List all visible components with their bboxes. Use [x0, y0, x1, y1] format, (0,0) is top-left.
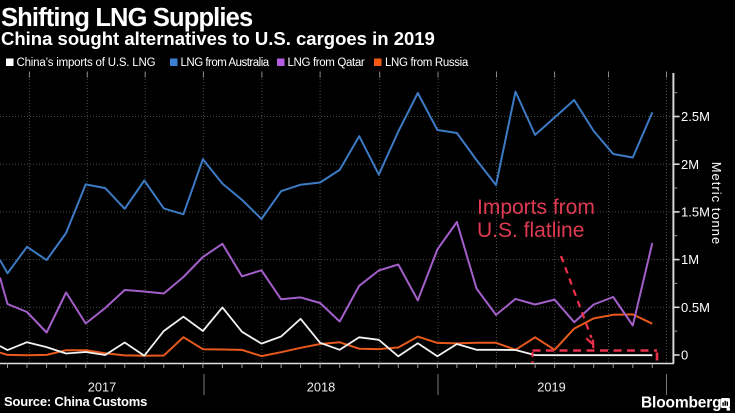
svg-text:LNG from Qatar: LNG from Qatar: [288, 57, 365, 69]
svg-text:Imports from: Imports from: [477, 196, 595, 219]
svg-text:1.5M: 1.5M: [681, 205, 710, 220]
svg-text:1M: 1M: [681, 252, 699, 267]
svg-text:Bloomberg: Bloomberg: [641, 395, 721, 412]
svg-text:Shifting LNG Supplies: Shifting LNG Supplies: [1, 4, 253, 32]
svg-text:2019: 2019: [537, 380, 565, 395]
svg-text:2018: 2018: [307, 380, 335, 395]
svg-text:0.5M: 0.5M: [681, 300, 710, 315]
svg-text:0: 0: [681, 348, 688, 363]
svg-text:China’s imports of U.S. LNG: China’s imports of U.S. LNG: [17, 57, 156, 69]
svg-text:Metric tonne: Metric tonne: [709, 162, 724, 246]
svg-text:LNG from Russia: LNG from Russia: [385, 57, 469, 69]
svg-text:Source: China Customs: Source: China Customs: [4, 394, 147, 409]
svg-text:2017: 2017: [88, 380, 116, 395]
svg-text:U.S. flatline: U.S. flatline: [477, 219, 584, 242]
svg-text:LNG from Australia: LNG from Australia: [181, 57, 270, 69]
svg-text:China sought alternatives to U: China sought alternatives to U.S. cargoe…: [1, 28, 435, 49]
svg-text:2.5M: 2.5M: [681, 109, 710, 124]
svg-text:2M: 2M: [681, 157, 699, 172]
